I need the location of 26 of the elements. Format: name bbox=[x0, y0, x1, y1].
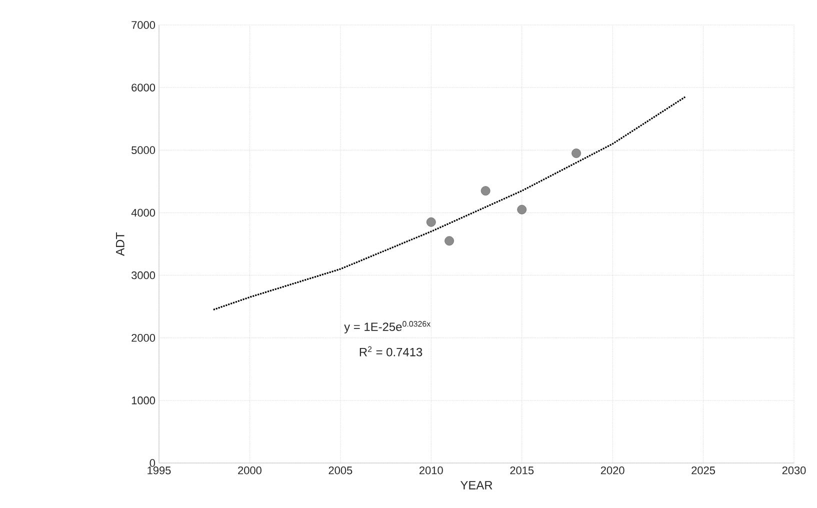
point bbox=[426, 217, 436, 227]
x-tick-label: 2015 bbox=[510, 466, 534, 474]
x-tick-label: 1995 bbox=[148, 466, 171, 474]
y-tick-label: 1000 bbox=[132, 396, 156, 404]
y-tick-label: 5000 bbox=[132, 146, 156, 154]
x-tick-label: 2010 bbox=[420, 466, 443, 474]
point bbox=[444, 236, 454, 246]
y-tick-label: 3000 bbox=[132, 271, 156, 280]
x-tick-label: 2000 bbox=[238, 466, 262, 474]
y-axis-title: ADT bbox=[116, 232, 124, 256]
x-tick-label: 2030 bbox=[782, 466, 806, 474]
x-tick-label: 2025 bbox=[692, 466, 716, 474]
line-series bbox=[212, 96, 686, 310]
x-tick-label: 2020 bbox=[600, 466, 624, 474]
y-tick-label: 6000 bbox=[132, 84, 156, 92]
y-tick-label: 2000 bbox=[132, 334, 156, 342]
annotation: R$^{2}$ = 0.7413 bbox=[360, 346, 422, 356]
x-axis-title: YEAR bbox=[460, 481, 492, 490]
y-tick-label: 0 bbox=[150, 459, 156, 467]
annotation: y = 1E-25e$^{0.0326x}$ bbox=[344, 321, 431, 334]
y-tick-label: 4000 bbox=[131, 208, 156, 217]
x-tick-label: 2005 bbox=[328, 466, 352, 474]
point bbox=[572, 148, 581, 158]
y-tick-label: 7000 bbox=[132, 21, 156, 29]
point bbox=[480, 186, 490, 196]
point bbox=[517, 204, 527, 214]
